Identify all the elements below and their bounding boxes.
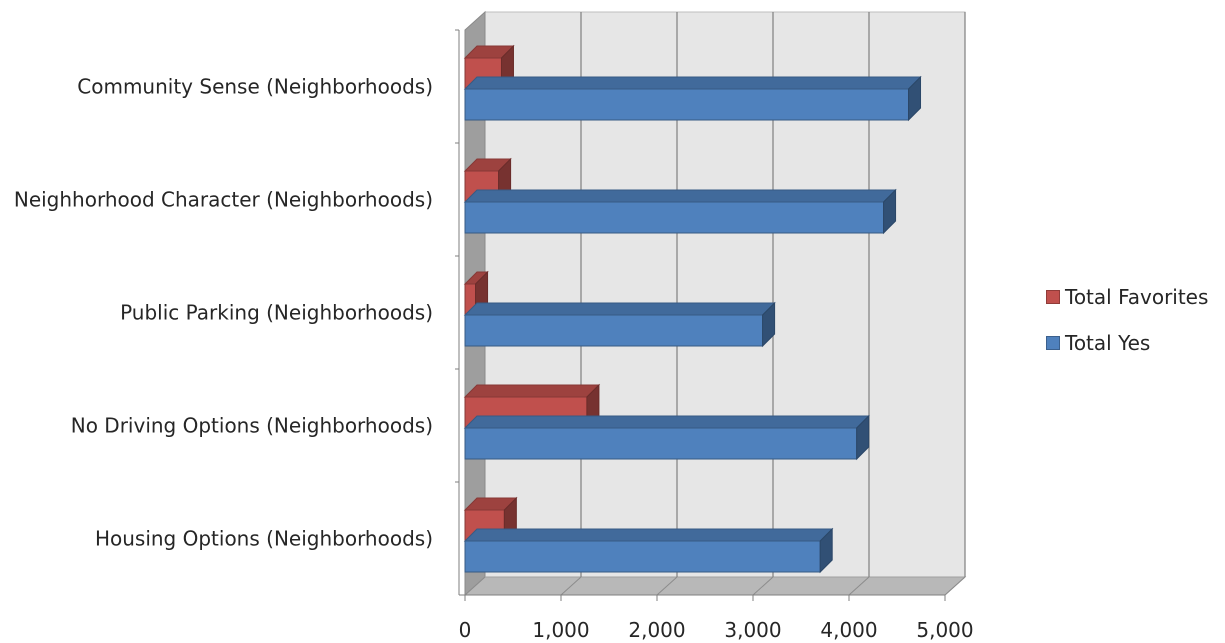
category-label-3: Public Parking (Neighborhoods) bbox=[120, 301, 433, 325]
floor bbox=[463, 576, 967, 596]
x-tick-label: 5,000 bbox=[916, 618, 973, 642]
legend-item-total-yes: Total Yes bbox=[1046, 331, 1208, 355]
bar-total-yes-neighhorhood-character-n-end bbox=[883, 188, 897, 235]
legend-label-total-favorites: Total Favorites bbox=[1065, 285, 1209, 309]
floor-gridline bbox=[752, 576, 774, 596]
bars bbox=[463, 44, 922, 574]
bar-total-yes-neighhorhood-character-n-front bbox=[464, 201, 885, 234]
x-tick-label: 3,000 bbox=[724, 618, 781, 642]
floor-gridline bbox=[560, 576, 582, 596]
floor-gridline bbox=[464, 576, 486, 596]
bar-total-yes-community-sense-neighbor bbox=[463, 75, 922, 122]
legend-item-total-favorites: Total Favorites bbox=[1046, 285, 1208, 309]
x-tick-label: 0 bbox=[459, 618, 472, 642]
category-labels: Housing Options (Neighborhoods) No Drivin… bbox=[14, 75, 433, 551]
bar-total-yes-community-sense-neighbor-end bbox=[908, 75, 922, 122]
bar-total-yes-housing-options-neighbor-top bbox=[463, 528, 834, 542]
bar-total-yes-neighhorhood-character-n bbox=[463, 188, 897, 235]
bar-total-yes-no-driving-options-neigh-top bbox=[463, 415, 870, 429]
bar-total-yes-public-parking-neighborh-top bbox=[463, 302, 776, 316]
bar-total-yes-housing-options-neighbor bbox=[463, 527, 834, 574]
bar-total-favorites-no-driving-options-neigh-top bbox=[463, 384, 601, 398]
category-label-5: Community Sense (Neighborhoods) bbox=[77, 75, 433, 99]
bar-total-yes-housing-options-neighbor-end bbox=[819, 527, 833, 574]
legend: Total Favorites Total Yes bbox=[1046, 285, 1208, 377]
bar-total-yes-neighhorhood-character-n-top bbox=[463, 189, 897, 203]
bar-total-yes-public-parking-neighborh-end bbox=[762, 301, 776, 348]
bar-total-yes-public-parking-neighborh bbox=[463, 301, 776, 348]
axes bbox=[455, 29, 946, 601]
x-tick-label: 1,000 bbox=[532, 618, 589, 642]
floor-gridline bbox=[944, 576, 966, 596]
legend-label-total-yes: Total Yes bbox=[1065, 331, 1151, 355]
bar-total-yes-no-driving-options-neigh-front bbox=[464, 427, 858, 460]
x-tick-labels: 0 1,000 2,000 3,000 4,000 5,000 bbox=[459, 618, 974, 642]
legend-swatch-total-yes bbox=[1046, 336, 1060, 350]
bar-total-yes-community-sense-neighbor-front bbox=[464, 88, 910, 121]
bar-total-yes-community-sense-neighbor-top bbox=[463, 76, 922, 90]
legend-swatch-total-favorites bbox=[1046, 290, 1060, 304]
category-label-4: Neighhorhood Character (Neighborhoods) bbox=[14, 188, 433, 212]
floor-gridline bbox=[656, 576, 678, 596]
x-tick-label: 2,000 bbox=[628, 618, 685, 642]
x-tick-label: 4,000 bbox=[820, 618, 877, 642]
category-label-1: Housing Options (Neighborhoods) bbox=[95, 527, 433, 551]
bar-total-yes-public-parking-neighborh-front bbox=[464, 314, 764, 347]
floor-gridline bbox=[848, 576, 870, 596]
bar-total-yes-no-driving-options-neigh bbox=[463, 414, 870, 461]
bar-total-yes-housing-options-neighbor-front bbox=[464, 540, 821, 573]
category-label-2: No Driving Options (Neighborhoods) bbox=[71, 414, 433, 438]
bar-total-yes-no-driving-options-neigh-end bbox=[856, 414, 870, 461]
